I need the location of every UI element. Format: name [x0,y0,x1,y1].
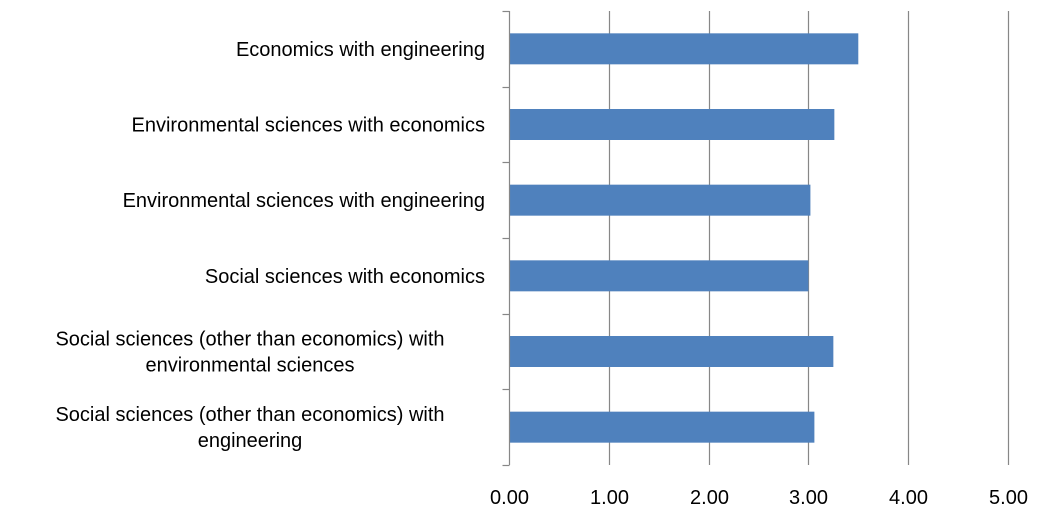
category-label: Social sciences (other than economics) w… [55,404,444,452]
gridlines [608,11,1010,465]
x-tick-label: 0.00 [490,487,529,509]
y-axis [502,10,511,467]
x-tick-label: 2.00 [690,487,729,509]
bar [509,109,835,140]
bar [509,260,809,292]
x-tick-label: 1.00 [590,487,629,509]
bar [509,336,834,367]
category-label: Social sciences with economics [205,266,485,288]
bars [509,33,859,443]
category-labels: Economics with engineering Environmental … [55,39,485,452]
category-label: Social sciences (other than economics) w… [55,329,444,377]
bar [509,33,859,65]
x-tick-label: 5.00 [989,487,1028,509]
bar [509,411,815,443]
bar [509,184,811,216]
x-tick-labels: 0.00 1.00 2.00 3.00 4.00 5.00 [490,487,1028,509]
category-label: Environmental sciences with economics [132,115,486,137]
x-tick-label: 4.00 [889,487,928,509]
category-label: Environmental sciences with engineering [123,190,485,212]
x-tick-label: 3.00 [789,487,828,509]
category-label: Economics with engineering [236,39,485,61]
